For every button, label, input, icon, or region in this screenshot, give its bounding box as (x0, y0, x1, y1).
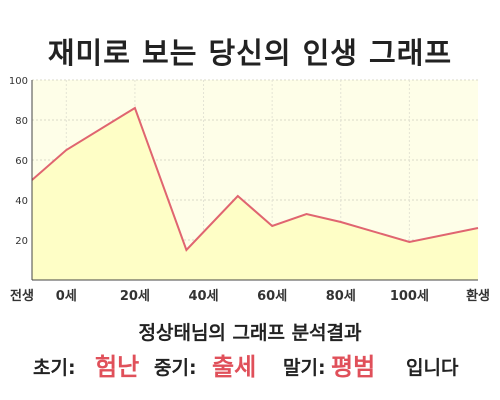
ending-text: 입니다 (406, 357, 459, 379)
late-label: 말기: (283, 357, 326, 379)
x-tick-label: 60세 (257, 289, 287, 304)
x-tick-label: 20세 (120, 289, 150, 304)
x-tick-labels: 전생 0세 20세 40세 60세 80세 100세 환생 (10, 288, 490, 304)
y-tick-label: 100 (9, 76, 28, 87)
x-tick-label: 환생 (466, 288, 490, 304)
early-label: 초기: (33, 357, 76, 379)
late-value: 평범 (331, 353, 376, 381)
chart-title: 재미로 보는 당신의 인생 그래프 (47, 36, 453, 70)
y-tick-label: 20 (15, 236, 28, 247)
x-tick-label: 40세 (189, 289, 219, 304)
area-fill (32, 108, 478, 280)
x-tick-label: 80세 (326, 289, 356, 304)
y-tick-label: 40 (15, 196, 28, 207)
x-tick-label: 전생 (10, 288, 34, 304)
series-line (31, 106, 479, 252)
analysis-heading: 정상태님의 그래프 분석결과 (138, 322, 362, 344)
y-tick-label: 60 (15, 156, 28, 167)
life-graph-chart: 20 40 60 80 100 전생 0세 20세 40세 60세 80세 100세 환생 (9, 76, 490, 304)
y-tick-labels: 20 40 60 80 100 (9, 76, 28, 247)
y-tick-label: 80 (15, 116, 28, 127)
x-tick-label: 100세 (390, 289, 429, 304)
x-tick-label: 0세 (56, 289, 77, 304)
mid-label: 중기: (154, 357, 197, 379)
early-value: 험난 (95, 353, 140, 381)
mid-value: 출세 (212, 353, 257, 381)
